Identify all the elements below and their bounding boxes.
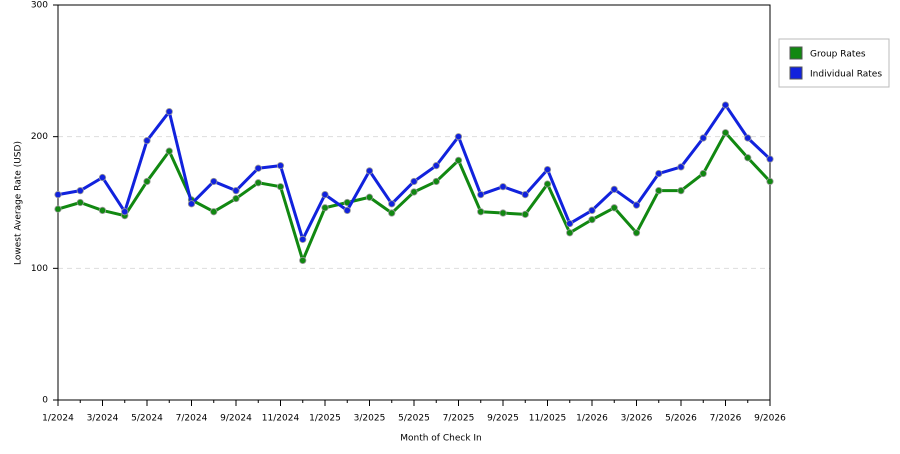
- point: [721, 101, 730, 109]
- point: [543, 180, 552, 188]
- x-tick-label: 5/2025: [398, 414, 430, 424]
- point: [677, 187, 685, 195]
- point: [655, 169, 663, 178]
- point: [54, 191, 62, 199]
- x-tick-label: 9/2024: [220, 414, 252, 424]
- x-tick-label: 3/2025: [354, 414, 386, 424]
- x-axis-label: Month of Check In: [400, 434, 482, 444]
- point: [210, 208, 218, 216]
- point: [766, 155, 774, 163]
- legend-box: [778, 38, 890, 88]
- point: [432, 162, 440, 170]
- x-tick-label: 3/2026: [621, 414, 653, 424]
- point: [165, 147, 173, 155]
- point: [699, 169, 707, 178]
- y-tick-label: 200: [31, 132, 48, 142]
- point: [232, 194, 240, 203]
- point: [454, 133, 463, 141]
- point: [321, 204, 329, 212]
- point: [143, 137, 151, 145]
- point: [276, 162, 285, 170]
- point: [165, 108, 173, 116]
- point: [54, 205, 62, 213]
- y-tick-label: 300: [31, 1, 48, 11]
- legend-label: Group Rates: [810, 50, 866, 60]
- y-tick-label: 100: [31, 264, 48, 274]
- point: [410, 177, 418, 186]
- y-tick-label: 0: [42, 396, 48, 406]
- point: [365, 167, 374, 175]
- point: [187, 200, 196, 208]
- point: [610, 185, 618, 193]
- point: [276, 183, 285, 191]
- point: [566, 219, 574, 228]
- point: [343, 206, 351, 214]
- y-axis-label: Lowest Average Rate (USD): [14, 141, 24, 265]
- point: [299, 235, 307, 243]
- point: [499, 209, 507, 217]
- point: [388, 200, 396, 208]
- plot-frame: [57, 4, 771, 401]
- point: [254, 164, 262, 172]
- point: [521, 210, 529, 218]
- point: [632, 201, 641, 209]
- legend-swatch: [789, 46, 803, 60]
- x-tick-label: 1/2026: [576, 414, 608, 424]
- point: [744, 134, 752, 142]
- point: [254, 179, 262, 187]
- point: [632, 229, 641, 237]
- x-tick-label: 7/2024: [176, 414, 208, 424]
- point: [744, 154, 752, 162]
- point: [655, 187, 663, 195]
- point: [410, 188, 418, 196]
- point: [454, 156, 463, 164]
- x-tick-label: 9/2026: [754, 414, 786, 424]
- point: [76, 198, 84, 207]
- x-tick-label: 7/2026: [710, 414, 742, 424]
- point: [521, 191, 529, 199]
- point: [588, 216, 596, 224]
- x-tick-label: 5/2026: [665, 414, 697, 424]
- point: [143, 177, 151, 186]
- series-line: [57, 103, 772, 241]
- point: [588, 206, 596, 214]
- x-tick-label: 1/2025: [309, 414, 341, 424]
- point: [98, 206, 107, 214]
- point: [299, 256, 307, 265]
- x-tick-label: 5/2024: [131, 414, 163, 424]
- point: [499, 183, 507, 191]
- series-line: [57, 131, 772, 262]
- point: [721, 129, 730, 137]
- x-tick-label: 11/2024: [262, 414, 300, 424]
- point: [610, 204, 618, 212]
- point: [766, 177, 774, 186]
- point: [432, 177, 440, 186]
- point: [477, 208, 485, 216]
- point: [98, 173, 107, 182]
- point: [477, 191, 485, 199]
- point: [121, 208, 129, 216]
- x-tick-label: 1/2024: [42, 414, 74, 424]
- point: [699, 134, 707, 142]
- legend-swatch: [789, 66, 803, 80]
- legend-label: Individual Rates: [810, 70, 882, 80]
- x-tick-label: 3/2024: [87, 414, 119, 424]
- x-tick-label: 9/2025: [487, 414, 519, 424]
- point: [566, 229, 574, 237]
- point: [232, 187, 240, 195]
- x-tick-label: 11/2025: [529, 414, 566, 424]
- x-tick-label: 7/2025: [443, 414, 475, 424]
- point: [388, 209, 396, 217]
- point: [365, 193, 374, 201]
- point: [677, 163, 685, 171]
- point: [210, 177, 218, 186]
- point: [321, 191, 329, 199]
- point: [76, 187, 84, 195]
- point: [543, 165, 552, 174]
